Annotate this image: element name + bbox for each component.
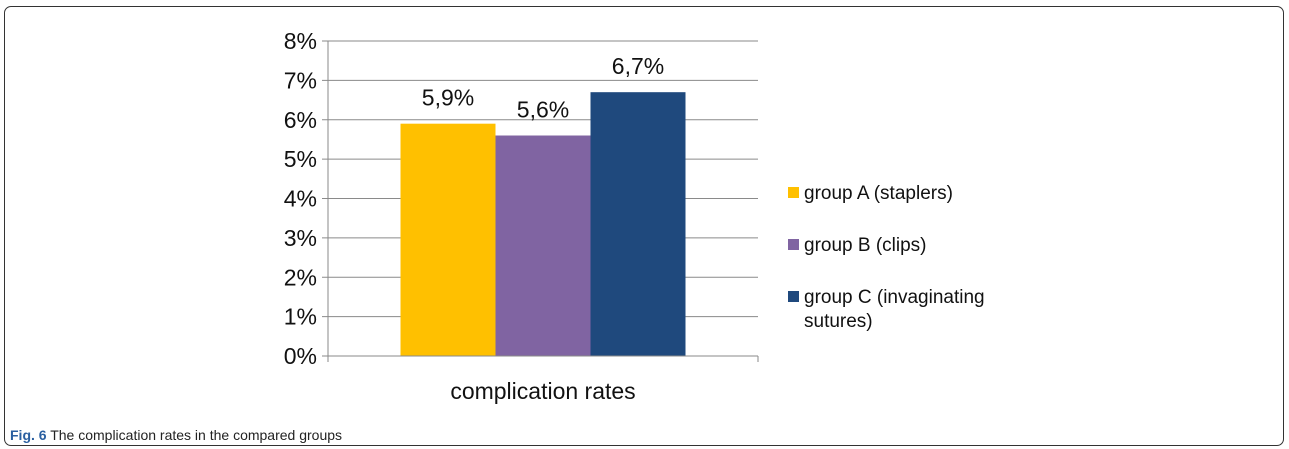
legend-swatch-group-a bbox=[788, 187, 799, 198]
legend-swatch-group-c bbox=[788, 291, 799, 302]
data-label-group-a: 5,9% bbox=[422, 85, 474, 111]
legend-swatch-group-b bbox=[788, 239, 799, 250]
data-label-group-c: 6,7% bbox=[612, 53, 664, 79]
y-tick-label: 0% bbox=[284, 343, 317, 369]
legend-item-group-a: group A (staplers) bbox=[788, 182, 1028, 206]
bar-group-a bbox=[400, 123, 496, 356]
y-tick-label: 4% bbox=[284, 186, 317, 212]
legend-item-group-c: group C (invaginating sutures) bbox=[788, 286, 1028, 334]
axes bbox=[327, 41, 759, 362]
data-labels: 5,9% 5,6% 6,7% bbox=[422, 53, 664, 122]
y-tick-label: 1% bbox=[284, 304, 317, 330]
bar-group-b bbox=[495, 135, 591, 356]
y-tick-label: 3% bbox=[284, 225, 317, 251]
figure-frame bbox=[4, 6, 1284, 446]
y-tick-label: 8% bbox=[284, 28, 317, 54]
legend-item-group-b: group B (clips) bbox=[788, 234, 1028, 258]
x-category-label: complication rates bbox=[450, 378, 636, 404]
y-tick-label: 2% bbox=[284, 264, 317, 290]
y-tick-label: 6% bbox=[284, 107, 317, 133]
y-axis-ticks: 0% 1% 2% 3% 4% 5% 6% 7% 8% bbox=[284, 28, 328, 369]
y-tick-label: 5% bbox=[284, 146, 317, 172]
data-label-group-b: 5,6% bbox=[517, 97, 569, 123]
bar-group-c bbox=[590, 92, 686, 356]
legend-label-group-a: group A (staplers) bbox=[804, 183, 953, 204]
caption-text: The complication rates in the compared g… bbox=[50, 427, 343, 443]
bars bbox=[400, 92, 686, 356]
legend-label-group-b: group B (clips) bbox=[804, 235, 927, 256]
y-tick-label: 7% bbox=[284, 67, 317, 93]
legend: group A (staplers) group B (clips) group… bbox=[788, 182, 1028, 362]
figure-caption: Fig. 6 The complication rates in the com… bbox=[10, 427, 342, 443]
caption-label: Fig. 6 bbox=[10, 427, 47, 443]
legend-label-group-c: group C (invaginating sutures) bbox=[804, 287, 985, 332]
gridlines bbox=[328, 40, 758, 318]
